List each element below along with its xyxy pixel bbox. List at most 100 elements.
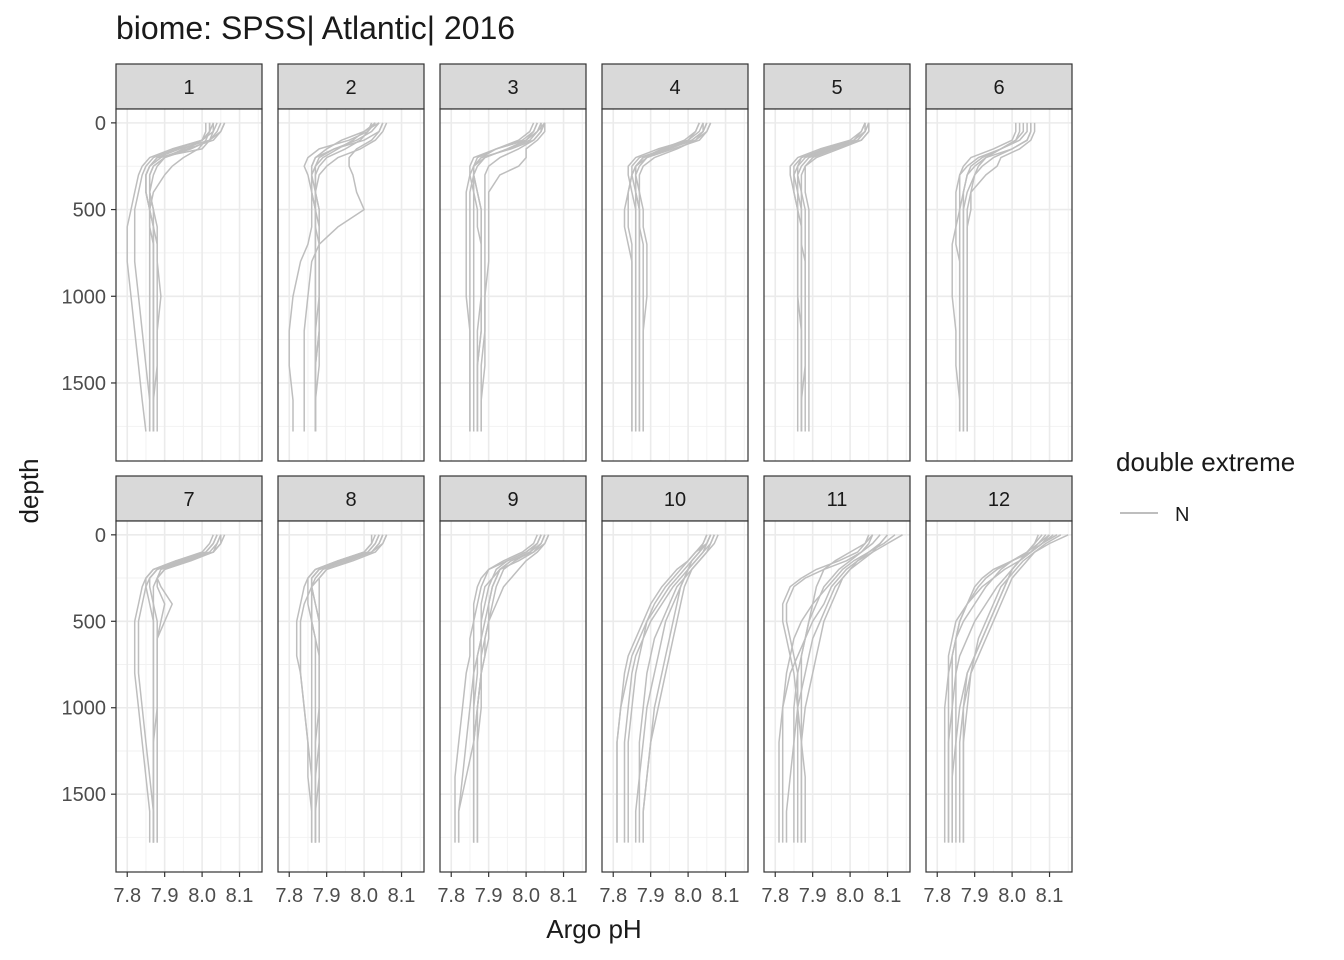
panel-border	[925, 108, 1073, 462]
profile-line	[480, 122, 546, 432]
x-axis-title: Argo pH	[546, 914, 641, 944]
profile-line	[133, 534, 218, 843]
profile-line	[616, 534, 708, 843]
x-tick-label: 7.8	[437, 885, 465, 907]
facet-strip-label: 5	[831, 77, 842, 99]
profile-line	[137, 534, 222, 843]
y-tick-label: 0	[95, 113, 106, 135]
x-tick-label: 8.0	[674, 885, 702, 907]
profile-line	[958, 534, 1069, 843]
facet-panel-11: 11 7.8 7.9 8.0 8.1	[761, 475, 911, 907]
x-tick-label: 8.0	[998, 885, 1026, 907]
panel-background	[440, 109, 586, 461]
panel-border	[439, 520, 587, 873]
x-tick-label: 8.1	[712, 885, 740, 907]
y-axis: 0 500 1000 1500	[62, 525, 116, 806]
profile-line	[472, 122, 546, 432]
x-axis: 7.8 7.9 8.0 8.1	[923, 872, 1063, 907]
y-tick-label: 1000	[62, 698, 107, 720]
y-axis-title-group: depth	[14, 458, 44, 523]
panel-border	[439, 108, 587, 462]
facet-strip-label: 12	[988, 489, 1010, 511]
profile-line	[465, 122, 538, 432]
profile-line	[781, 534, 896, 843]
panel-border	[601, 520, 749, 873]
facet-panel-12: 12 7.8 7.9 8.0 8.1	[923, 475, 1073, 907]
profile-lines	[943, 534, 1069, 843]
profile-line	[133, 122, 214, 432]
x-tick-label: 7.9	[475, 885, 503, 907]
grid	[278, 109, 424, 461]
facet-strip	[925, 63, 1073, 110]
profile-line	[785, 534, 874, 843]
x-axis: 7.8 7.9 8.0 8.1	[275, 872, 415, 907]
profile-line	[634, 122, 700, 432]
facet-strip	[601, 63, 749, 110]
facet-strip	[763, 63, 911, 110]
x-tick-label: 7.9	[313, 885, 341, 907]
x-tick-label: 8.1	[1036, 885, 1064, 907]
profile-line	[623, 122, 700, 432]
profile-line	[642, 534, 719, 843]
profile-line	[156, 534, 222, 843]
profile-line	[947, 534, 1047, 843]
x-tick-label: 7.9	[961, 885, 989, 907]
facet-strip-label: 11	[827, 489, 848, 511]
profile-line	[126, 122, 207, 432]
facet-panel-9: 9 7.8 7.9 8.0 8.1	[437, 475, 587, 907]
panel-border	[925, 520, 1073, 873]
profile-line	[962, 534, 1039, 843]
facet-strip-label: 9	[507, 489, 518, 511]
facet-strip-label: 4	[669, 77, 680, 99]
profile-line	[781, 534, 870, 843]
x-tick-label: 8.1	[550, 885, 578, 907]
panel-background	[116, 109, 262, 461]
x-tick-label: 8.1	[226, 885, 254, 907]
profile-line	[958, 122, 1021, 432]
profile-line	[472, 534, 542, 843]
facet-panel-2: 2	[277, 63, 425, 462]
profile-line	[800, 122, 870, 432]
facet-panel-4: 4	[601, 63, 749, 462]
facet-strip-label: 6	[993, 77, 1004, 99]
profile-line	[634, 122, 704, 432]
facet-strip	[115, 475, 263, 522]
chart-title: biome: SPSS| Atlantic| 2016	[116, 10, 515, 46]
profile-line	[299, 534, 388, 843]
grid	[926, 109, 1072, 461]
x-tick-label: 8.1	[874, 885, 902, 907]
facet-panel-7: 7 0 500 1000 1500 7.8 7.9 8.0 8.1	[62, 475, 263, 907]
x-tick-label: 8.0	[188, 885, 216, 907]
panel-background	[764, 109, 910, 461]
profile-line	[634, 122, 712, 432]
facet-strip	[115, 63, 263, 110]
legend: double extreme N	[1116, 447, 1295, 526]
profile-line	[785, 534, 889, 843]
profile-lines	[295, 534, 388, 843]
profile-lines	[454, 534, 550, 843]
panel-border	[115, 108, 263, 462]
x-tick-label: 7.8	[923, 885, 951, 907]
facet-strip	[439, 475, 587, 522]
y-tick-label: 0	[95, 525, 106, 547]
facet-strip	[925, 475, 1073, 522]
grid	[116, 109, 262, 461]
x-tick-label: 8.0	[836, 885, 864, 907]
facet-panel-5: 5	[763, 63, 911, 462]
facet-panel-8: 8 7.8 7.9 8.0 8.1	[275, 475, 425, 907]
profile-line	[793, 122, 866, 432]
profile-line	[955, 534, 1050, 843]
x-axis: 7.8 7.9 8.0 8.1	[113, 872, 253, 907]
y-tick-label: 1500	[62, 373, 107, 395]
grid	[116, 521, 262, 872]
profile-lines	[951, 122, 1036, 432]
profile-lines	[465, 122, 546, 432]
y-axis: 0 500 1000 1500	[62, 113, 116, 395]
x-tick-label: 7.9	[799, 885, 827, 907]
facet-strip-label: 7	[183, 489, 194, 511]
legend-label-N: N	[1175, 504, 1189, 526]
facet-strip	[277, 475, 425, 522]
y-tick-label: 1500	[62, 784, 107, 806]
profile-lines	[789, 122, 870, 432]
